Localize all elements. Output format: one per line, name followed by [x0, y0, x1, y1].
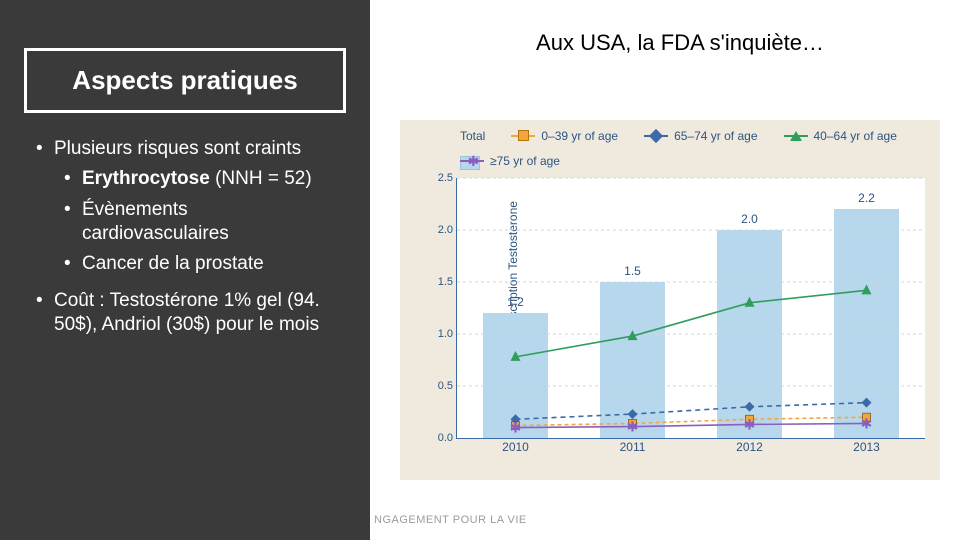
chart: Total 0–39 yr of age 65–74 yr of age 40–…: [400, 120, 940, 480]
legend-0-39: 0–39 yr of age: [511, 129, 618, 143]
x-tick: 2010: [502, 440, 529, 454]
legend-total: Total: [460, 129, 485, 143]
x-tick: 2011: [620, 440, 646, 454]
slide: Aspects pratiques Plusieurs risques sont…: [0, 0, 960, 540]
line-swatch-icon: [511, 135, 535, 137]
svg-text:✱: ✱: [861, 415, 873, 431]
y-tick: 2.0: [423, 224, 453, 236]
x-tick: 2012: [736, 440, 763, 454]
line-swatch-icon: [784, 135, 808, 137]
svg-text:✱: ✱: [627, 419, 639, 435]
x-tick: 2013: [853, 440, 880, 454]
y-tick: 1.5: [423, 276, 453, 288]
line-swatch-icon: ✱: [460, 160, 484, 162]
footer-text: NGAGEMENT POUR LA VIE: [374, 514, 527, 526]
left-panel: Aspects pratiques Plusieurs risques sont…: [0, 0, 370, 540]
section-title: Aspects pratiques: [37, 65, 333, 96]
line-swatch-icon: [644, 135, 668, 137]
series-s40: [511, 284, 872, 361]
bullet-risks: Plusieurs risques sont craints Erythrocy…: [36, 137, 334, 277]
bullet-prostate: Cancer de la prostate: [64, 252, 334, 276]
svg-text:✱: ✱: [510, 420, 522, 436]
bullet-cardio: Évènements cardiovasculaires: [64, 198, 334, 247]
svg-text:✱: ✱: [744, 416, 756, 432]
title-box: Aspects pratiques: [24, 48, 346, 113]
right-heading: Aux USA, la FDA s'inquiète…: [420, 30, 940, 56]
series-s65: [511, 398, 872, 425]
y-tick: 0.5: [423, 380, 453, 392]
plot-area: No. of Men on Prescription Testosterone(…: [456, 178, 925, 439]
legend-65-74: 65–74 yr of age: [644, 129, 757, 143]
y-tick: 1.0: [423, 328, 453, 340]
bullet-list: Plusieurs risques sont craints Erythrocy…: [36, 137, 334, 337]
legend-40-64: 40–64 yr of age: [784, 129, 897, 143]
bullet-erythrocytose: Erythrocytose (NNH = 52): [64, 167, 334, 191]
y-tick: 0.0: [423, 432, 453, 444]
bullet-cost: Coût : Testostérone 1% gel (94. 50$), An…: [36, 289, 334, 338]
legend-75: ✱ ≥75 yr of age: [460, 154, 560, 168]
y-tick: 2.5: [423, 172, 453, 184]
lines-svg: ✱ ✱ ✱ ✱: [457, 178, 925, 438]
legend: Total 0–39 yr of age 65–74 yr of age 40–…: [460, 126, 930, 170]
